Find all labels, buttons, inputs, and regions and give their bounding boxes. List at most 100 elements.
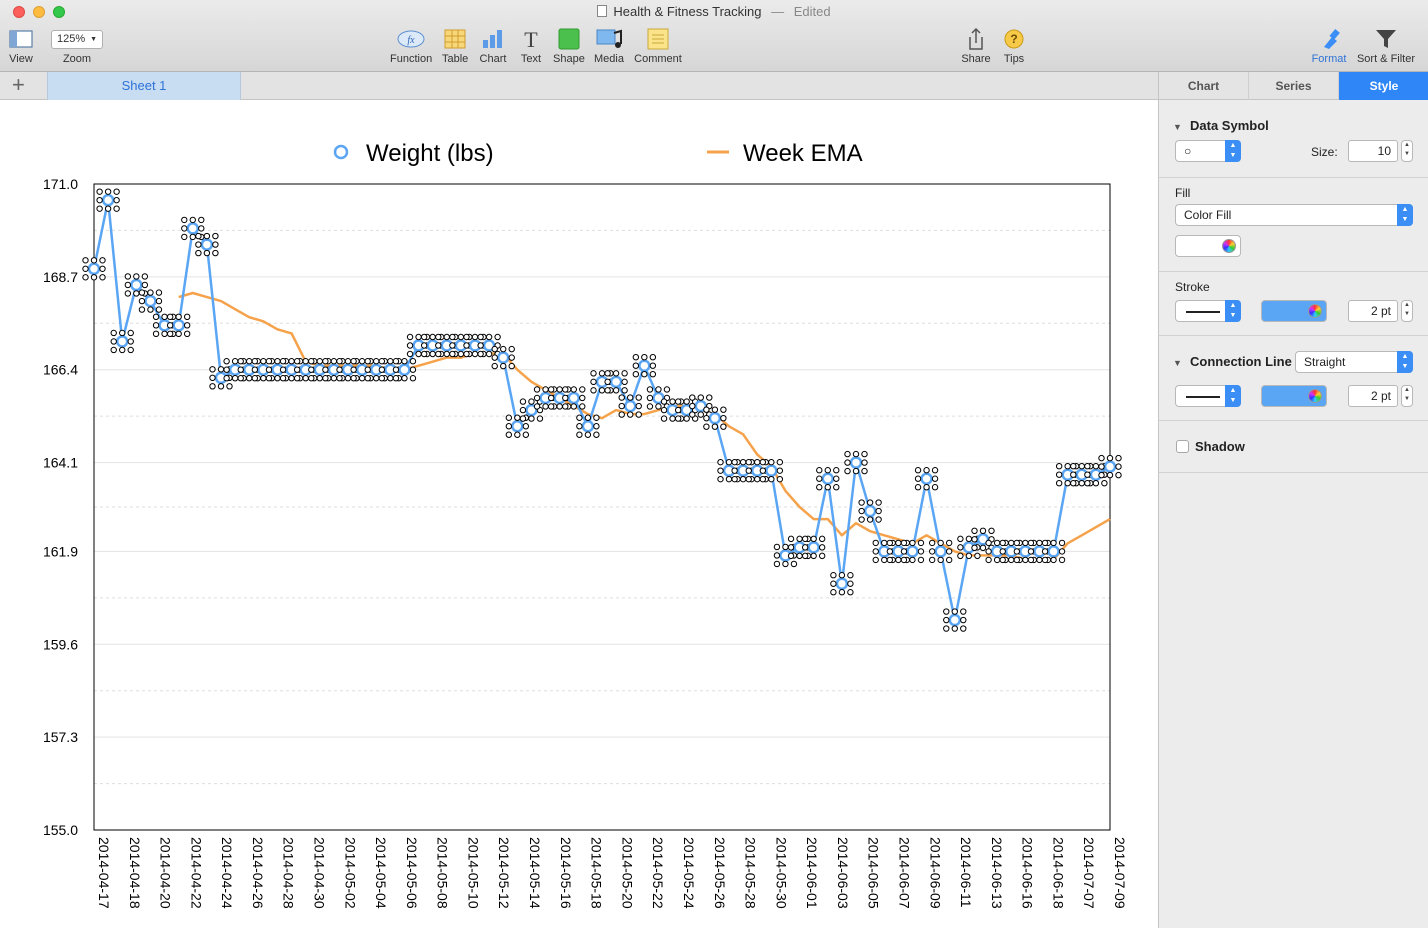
tab-style[interactable]: Style bbox=[1339, 72, 1428, 100]
weight-data-point[interactable] bbox=[604, 370, 628, 394]
stroke-color-well[interactable] bbox=[1261, 300, 1327, 322]
data-symbol-value: ○ bbox=[1184, 144, 1192, 158]
comment-button[interactable]: Comment bbox=[634, 28, 682, 65]
selection-handle bbox=[689, 402, 696, 410]
table-icon bbox=[444, 29, 466, 49]
legend-item-weight[interactable]: Weight (lbs) bbox=[333, 140, 494, 167]
weight-data-point[interactable] bbox=[477, 333, 501, 358]
weight-data-point[interactable] bbox=[166, 313, 191, 338]
selection-handle bbox=[528, 415, 535, 422]
weight-data-point[interactable] bbox=[914, 467, 939, 491]
media-button[interactable]: Media bbox=[594, 28, 624, 65]
weight-data-point[interactable] bbox=[1041, 539, 1066, 564]
fill-color-well[interactable] bbox=[1175, 235, 1241, 257]
weight-data-point[interactable] bbox=[110, 329, 134, 354]
stroke-width-field[interactable]: 2 pt bbox=[1348, 300, 1398, 322]
tips-button[interactable]: ? Tips bbox=[1000, 28, 1028, 65]
weight-data-point[interactable] bbox=[562, 386, 586, 410]
stroke-width-stepper[interactable]: ▲ ▼ bbox=[1401, 300, 1413, 322]
stroke-style-select[interactable]: ▲ ▼ bbox=[1175, 300, 1241, 322]
weight-data-point[interactable] bbox=[971, 527, 995, 551]
weight-data-point[interactable] bbox=[491, 345, 515, 370]
data-symbol-select[interactable]: ○ ▲ ▼ bbox=[1175, 140, 1241, 162]
shadow-checkbox[interactable] bbox=[1176, 440, 1189, 453]
weight-data-point[interactable] bbox=[618, 394, 642, 418]
zoom-select[interactable]: 125% ▼ bbox=[51, 30, 103, 49]
disclosure-triangle-icon[interactable]: ▼ bbox=[1173, 358, 1182, 368]
weight-data-point[interactable] bbox=[251, 358, 276, 382]
legend-item-ema[interactable]: Week EMA bbox=[707, 140, 863, 167]
weight-data-point[interactable] bbox=[900, 539, 925, 564]
tab-chart[interactable]: Chart bbox=[1159, 72, 1249, 100]
selection-handle bbox=[1013, 539, 1021, 547]
format-button[interactable]: Format bbox=[1310, 28, 1348, 65]
connection-line-width-stepper[interactable]: ▲ ▼ bbox=[1401, 385, 1413, 407]
symbol-size-field[interactable]: 10 bbox=[1348, 140, 1398, 162]
weight-data-point[interactable] bbox=[632, 353, 657, 378]
weight-data-point[interactable] bbox=[703, 406, 727, 430]
view-button[interactable]: View bbox=[8, 28, 34, 65]
weight-data-point[interactable] bbox=[435, 333, 459, 358]
close-window-button[interactable] bbox=[13, 6, 25, 18]
weight-data-point[interactable] bbox=[943, 608, 967, 632]
weight-data-point[interactable] bbox=[759, 458, 784, 483]
text-button[interactable]: T Text bbox=[519, 28, 543, 65]
weight-data-point[interactable] bbox=[181, 216, 205, 241]
weight-data-point[interactable] bbox=[830, 572, 854, 596]
selection-handle bbox=[237, 358, 244, 365]
selection-handle bbox=[861, 459, 868, 466]
zoom-window-button[interactable] bbox=[53, 6, 65, 18]
selection-handle bbox=[110, 338, 117, 345]
weight-data-point[interactable] bbox=[209, 366, 233, 390]
connection-line-type-select[interactable]: Straight ▲ ▼ bbox=[1295, 351, 1413, 373]
weight-data-point[interactable] bbox=[689, 394, 713, 418]
weight-data-point[interactable] bbox=[392, 358, 417, 382]
share-button[interactable]: Share bbox=[961, 28, 991, 65]
selection-handle bbox=[824, 467, 831, 474]
selection-handle bbox=[621, 370, 628, 377]
weight-data-point[interactable] bbox=[519, 398, 544, 422]
connection-line-width-field[interactable]: 2 pt bbox=[1348, 385, 1398, 407]
selection-handle bbox=[985, 539, 992, 547]
x-tick-label: 2014-05-04 bbox=[373, 837, 389, 909]
connection-line-color-well[interactable] bbox=[1261, 385, 1327, 407]
weight-data-point[interactable] bbox=[195, 232, 219, 257]
selection-handle bbox=[1050, 556, 1057, 564]
symbol-size-stepper[interactable]: ▲ ▼ bbox=[1401, 140, 1413, 162]
weight-data-point[interactable] bbox=[237, 358, 261, 382]
chart-button[interactable]: Chart bbox=[479, 28, 507, 65]
weight-data-point[interactable] bbox=[82, 257, 106, 281]
minimize-window-button[interactable] bbox=[33, 6, 45, 18]
add-sheet-button[interactable]: + bbox=[12, 74, 25, 96]
connection-line-style-select[interactable]: ▲ ▼ bbox=[1175, 385, 1241, 407]
weight-data-point[interactable] bbox=[138, 289, 163, 313]
tab-sheet-1[interactable]: Sheet 1 bbox=[47, 72, 241, 100]
weight-data-point[interactable] bbox=[576, 414, 600, 438]
weight-data-point[interactable] bbox=[1098, 454, 1122, 479]
selection-handle bbox=[195, 232, 202, 240]
selection-handle bbox=[923, 484, 930, 491]
selection-handle bbox=[858, 499, 865, 506]
weight-data-point[interactable] bbox=[801, 535, 826, 560]
selection-handle bbox=[350, 375, 357, 382]
weight-data-point[interactable] bbox=[928, 539, 953, 564]
fill-type-select[interactable]: Color Fill ▲ ▼ bbox=[1175, 204, 1413, 226]
function-button[interactable]: fx Function bbox=[390, 28, 432, 65]
weight-data-point[interactable] bbox=[96, 188, 120, 212]
weight-data-point[interactable] bbox=[646, 386, 671, 410]
chart[interactable]: 171.0 168.7 166.4 164.1 161.9 159.6 157.3 155.0… bbox=[0, 100, 1158, 928]
sort-filter-button[interactable]: Sort & Filter bbox=[1356, 28, 1416, 65]
weight-data-point[interactable] bbox=[279, 358, 304, 382]
weight-data-point[interactable] bbox=[844, 450, 868, 475]
weight-data-point[interactable] bbox=[124, 273, 149, 297]
zoom-control[interactable]: 125% ▼ Zoom bbox=[51, 30, 103, 65]
tab-series[interactable]: Series bbox=[1249, 72, 1339, 100]
disclosure-triangle-icon[interactable]: ▼ bbox=[1173, 122, 1182, 132]
weight-data-point[interactable] bbox=[858, 499, 882, 523]
selection-handle bbox=[392, 366, 400, 373]
selection-handle bbox=[570, 386, 577, 393]
table-button[interactable]: Table bbox=[442, 28, 468, 65]
weight-data-point[interactable] bbox=[674, 398, 699, 422]
shape-button[interactable]: Shape bbox=[553, 28, 585, 65]
weight-data-point[interactable] bbox=[816, 467, 840, 491]
